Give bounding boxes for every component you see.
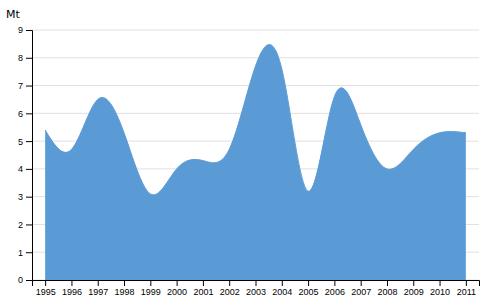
line xyxy=(45,44,466,194)
y-tick: 4 xyxy=(18,164,32,174)
y-tick: 9 xyxy=(18,25,32,35)
y-tick: 5 xyxy=(18,136,32,146)
x-tick-mark xyxy=(150,280,151,286)
x-tick: 2007 xyxy=(351,280,371,297)
x-tick-mark xyxy=(413,280,414,286)
x-tick-mark xyxy=(308,280,309,286)
x-tick: 2000 xyxy=(167,280,187,297)
x-tick-label: 2011 xyxy=(457,287,476,297)
y-label: Mt xyxy=(6,8,20,21)
y-tick-label: 8 xyxy=(18,53,23,63)
y-tick-mark xyxy=(26,113,32,114)
x-tick-mark xyxy=(334,280,335,286)
x-tick-mark xyxy=(124,280,125,286)
y-tick-mark xyxy=(26,197,32,198)
x-tick-mark xyxy=(440,280,441,286)
y-tick-label: 1 xyxy=(18,248,23,258)
x-tick-mark xyxy=(71,280,72,286)
y-tick-label: 2 xyxy=(18,220,23,230)
x-tick-mark xyxy=(177,280,178,286)
grid-line xyxy=(32,30,479,31)
y-tick-label: 4 xyxy=(18,164,23,174)
x-tick-label: 2002 xyxy=(220,287,240,297)
x-tick-label: 1998 xyxy=(115,287,135,297)
x-tick: 2009 xyxy=(404,280,424,297)
chart: 1995 1996 1997 1998 1999 2000 2001 2002 2003 2004… xyxy=(0,0,493,304)
x-tick-label: 1997 xyxy=(88,287,108,297)
x-tick-mark xyxy=(229,280,230,286)
y-tick: 0 xyxy=(18,275,32,285)
x-tick: 1997 xyxy=(88,280,108,297)
x-tick-label: 2008 xyxy=(377,287,397,297)
y-tick-label: 6 xyxy=(18,109,23,119)
y-tick: 3 xyxy=(18,192,32,202)
y-tick-label: 7 xyxy=(18,81,23,91)
x-tick: 1999 xyxy=(141,280,161,297)
grid-line xyxy=(32,57,479,58)
x-tick: 2002 xyxy=(220,280,240,297)
x-tick-mark xyxy=(256,280,257,286)
x-tick: 2008 xyxy=(377,280,397,297)
y-tick: 1 xyxy=(18,248,32,258)
y-tick-label: 0 xyxy=(18,275,23,285)
x-tick-label: 2001 xyxy=(193,287,213,297)
x-tick-label: 1996 xyxy=(62,287,82,297)
x-tick-label: 2004 xyxy=(272,287,292,297)
y-tick-mark xyxy=(26,86,32,87)
x-tick: 2010 xyxy=(430,280,450,297)
y-tick-mark xyxy=(26,58,32,59)
x-tick-mark xyxy=(203,280,204,286)
y-tick-label: 3 xyxy=(18,192,23,202)
x-tick-label: 2010 xyxy=(430,287,450,297)
x-tick-label: 2005 xyxy=(299,287,319,297)
x-tick: 1996 xyxy=(62,280,82,297)
x-tick: 2006 xyxy=(325,280,345,297)
x-tick-mark xyxy=(361,280,362,286)
area xyxy=(45,44,466,280)
x-tick-label: 1995 xyxy=(36,287,56,297)
y-tick-mark xyxy=(26,169,32,170)
y-tick: 8 xyxy=(18,53,32,63)
y-tick: 7 xyxy=(18,81,32,91)
x-tick-label: 2000 xyxy=(167,287,187,297)
grid xyxy=(32,30,479,280)
x-axis: 1995 1996 1997 1998 1999 2000 2001 2002 2003 2004… xyxy=(33,280,480,297)
y-tick-mark xyxy=(26,30,32,31)
y-tick: 6 xyxy=(18,109,32,119)
x-tick: 2005 xyxy=(299,280,319,297)
y-tick-mark xyxy=(26,252,32,253)
x-tick-mark xyxy=(282,280,283,286)
x-tick-mark xyxy=(387,280,388,286)
x-tick: 2001 xyxy=(193,280,213,297)
y-tick-mark xyxy=(26,280,32,281)
x-tick: 1995 xyxy=(36,280,56,297)
x-tick-mark xyxy=(45,280,46,286)
x-tick: 2004 xyxy=(272,280,292,297)
x-tick-label: 2003 xyxy=(246,287,266,297)
x-tick-mark xyxy=(466,280,467,286)
y-tick-label: 5 xyxy=(18,136,23,146)
y-tick-mark xyxy=(26,224,32,225)
x-tick: 1998 xyxy=(115,280,135,297)
plot-area xyxy=(45,44,466,280)
x-tick-label: 2007 xyxy=(351,287,371,297)
y-tick-label: 9 xyxy=(18,25,23,35)
x-tick-label: 2009 xyxy=(404,287,424,297)
y-axis: 0 1 2 3 4 5 6 7 8 9 xyxy=(18,25,33,285)
x-tick-label: 1999 xyxy=(141,287,161,297)
x-tick: 2011 xyxy=(457,280,476,297)
y-tick-mark xyxy=(26,141,32,142)
y-tick: 2 xyxy=(18,220,32,230)
y-axis-line xyxy=(26,31,33,281)
x-tick-label: 2006 xyxy=(325,287,345,297)
x-axis-line xyxy=(33,281,480,287)
x-tick: 2003 xyxy=(246,280,266,297)
x-tick-mark xyxy=(98,280,99,286)
